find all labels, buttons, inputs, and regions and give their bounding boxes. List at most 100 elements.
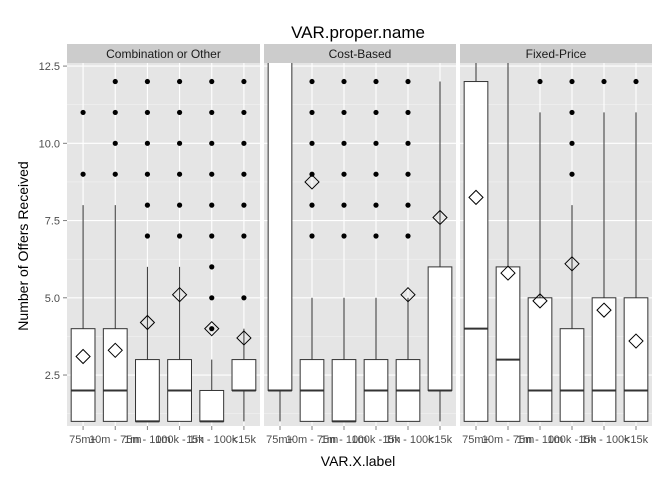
box-rect	[267, 63, 293, 391]
box-<15k	[427, 81, 453, 422]
outlier-point	[144, 109, 151, 116]
panel-body	[460, 63, 652, 426]
x-tick-label: 100k - 1m	[548, 434, 597, 446]
box-100k - 1m	[363, 78, 389, 422]
outlier-point	[112, 171, 118, 177]
x-tick-label: <15k	[232, 434, 257, 446]
x-tick-label: 10m - 75m	[286, 434, 339, 446]
mean-marker	[107, 342, 123, 359]
mean-marker	[596, 302, 612, 318]
panel-body	[264, 63, 456, 426]
outlier-point	[309, 171, 315, 177]
outlier-point	[569, 109, 575, 116]
box-75m+	[70, 109, 96, 422]
box-rect	[463, 81, 489, 422]
outlier-point	[209, 326, 215, 332]
mean-marker	[75, 348, 91, 365]
outlier-point	[309, 202, 315, 208]
outlier-point	[405, 78, 411, 85]
outlier-point	[80, 109, 86, 116]
mean-marker	[139, 314, 156, 331]
x-tick-label: 75m+	[69, 434, 97, 446]
x-tick-label: 10m - 75m	[89, 434, 142, 446]
x-tick-label: 1m - 10m	[517, 434, 563, 446]
outlier-point	[309, 109, 315, 116]
outlier-point	[405, 171, 411, 177]
box-100k - 1m	[167, 78, 192, 422]
mean-marker	[432, 209, 448, 226]
mean-marker	[400, 286, 416, 303]
facet-strip	[460, 44, 652, 63]
box-rect	[427, 266, 453, 391]
box-rect	[495, 266, 521, 422]
outlier-point	[405, 140, 411, 146]
box-1m - 10m	[331, 78, 357, 423]
outlier-point	[241, 140, 247, 146]
outlier-point	[373, 233, 379, 239]
box-<15k	[231, 78, 257, 422]
outlier-point	[241, 233, 247, 239]
box-100k - 1m	[559, 78, 585, 422]
outlier-point	[112, 109, 118, 116]
outlier-point	[209, 78, 215, 85]
outlier-point	[341, 78, 347, 85]
outlier-point	[176, 109, 183, 116]
box-10m - 75m	[102, 78, 128, 422]
outlier-point	[209, 109, 215, 116]
outlier-point	[241, 109, 247, 116]
chart-title: VAR.proper.name	[291, 23, 425, 42]
outlier-point	[373, 202, 379, 208]
panel-background	[460, 63, 652, 426]
facet-strip	[67, 44, 260, 63]
outlier-point	[341, 202, 347, 208]
outlier-point	[405, 233, 411, 239]
facet-strip-label: Fixed-Price	[526, 47, 587, 61]
box-rect	[135, 359, 160, 422]
outlier-point	[144, 233, 151, 239]
y-tick-label: 12.5	[39, 61, 60, 73]
panel-background	[67, 63, 260, 426]
outlier-point	[112, 78, 118, 85]
mean-marker	[564, 256, 580, 272]
x-tick-label: 15k - 100k	[578, 434, 630, 446]
outlier-point	[241, 202, 247, 208]
box-1m - 10m	[135, 78, 160, 423]
x-tick-label: 1m - 10m	[124, 434, 170, 446]
box-rect	[623, 297, 649, 422]
outlier-point	[633, 78, 639, 85]
outlier-point	[601, 78, 607, 85]
box-15k - 100k	[591, 78, 617, 422]
outlier-point	[112, 140, 118, 146]
outlier-point	[209, 295, 215, 301]
y-tick-label: 7.5	[45, 216, 60, 228]
box-rect	[331, 359, 357, 422]
outlier-point	[341, 171, 347, 177]
x-tick-label: 1m - 10m	[321, 434, 367, 446]
box-<15k	[623, 78, 649, 422]
outlier-point	[569, 140, 575, 146]
outlier-point	[373, 78, 379, 85]
mean-marker	[204, 320, 220, 337]
outlier-point	[373, 171, 379, 177]
outlier-point	[209, 171, 215, 177]
mean-marker	[171, 286, 188, 303]
box-15k - 100k	[199, 78, 225, 423]
outlier-point	[569, 171, 575, 177]
outlier-point	[209, 233, 215, 239]
x-tick-label: <15k	[624, 434, 649, 446]
y-axis-title: Number of Offers Received	[15, 161, 31, 330]
x-tick-label: 100k - 1m	[352, 434, 401, 446]
outlier-point	[144, 171, 151, 177]
outlier-point	[405, 202, 411, 208]
outlier-point	[405, 109, 411, 116]
outlier-point	[209, 264, 215, 270]
outlier-point	[144, 78, 151, 85]
outlier-point	[341, 233, 347, 239]
outlier-point	[309, 233, 315, 239]
outlier-point	[209, 202, 215, 208]
outlier-point	[241, 78, 247, 85]
outlier-point	[209, 140, 215, 146]
